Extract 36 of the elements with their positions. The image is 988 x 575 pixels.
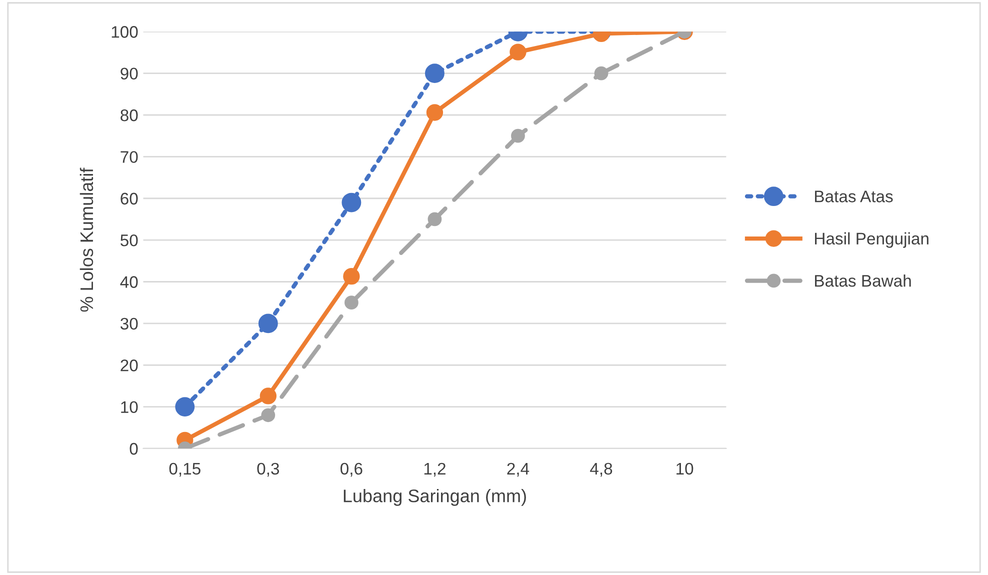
y-tick-label: 20 [120, 360, 138, 372]
point [428, 212, 442, 226]
point [594, 66, 608, 80]
y-tick-label: 70 [120, 151, 138, 163]
legend-label: Hasil Pengujian [815, 232, 928, 248]
x-tick-label: 10 [676, 462, 694, 475]
point [424, 64, 444, 84]
legend-label: Batas Bawah [815, 274, 911, 287]
y-tick-label: 50 [120, 234, 138, 246]
x-tick-label: 0,3 [257, 462, 280, 477]
point [510, 44, 526, 60]
point [258, 314, 278, 334]
point [175, 397, 195, 417]
y-tick-label: 40 [120, 276, 138, 288]
y-tick-label: 90 [120, 68, 138, 80]
y-tick-label: 30 [120, 318, 138, 330]
x-tick-label: 0,6 [340, 462, 362, 477]
point [260, 388, 277, 404]
point [342, 192, 362, 212]
x-tick-label: 1,2 [424, 462, 446, 477]
x-axis-title: Lubang Saringan (mm) [344, 489, 526, 506]
x-tick-label: 0,15 [169, 462, 200, 477]
point [511, 128, 525, 143]
x-tick-label: 4,8 [590, 462, 612, 477]
x-tick-label: 2,4 [507, 462, 530, 477]
point [261, 408, 276, 422]
y-tick-label: 100 [112, 26, 138, 38]
y-tick-label: 80 [120, 109, 138, 122]
point [426, 104, 444, 121]
y-tick-label: 10 [121, 401, 138, 414]
point [343, 268, 360, 285]
y-tick-label: 0 [130, 442, 138, 455]
legend-label: Batas Atas [815, 190, 893, 202]
point [344, 296, 358, 310]
y-axis-title: % Lolos Kumulatif [80, 168, 94, 312]
y-tick-label: 60 [120, 192, 138, 205]
